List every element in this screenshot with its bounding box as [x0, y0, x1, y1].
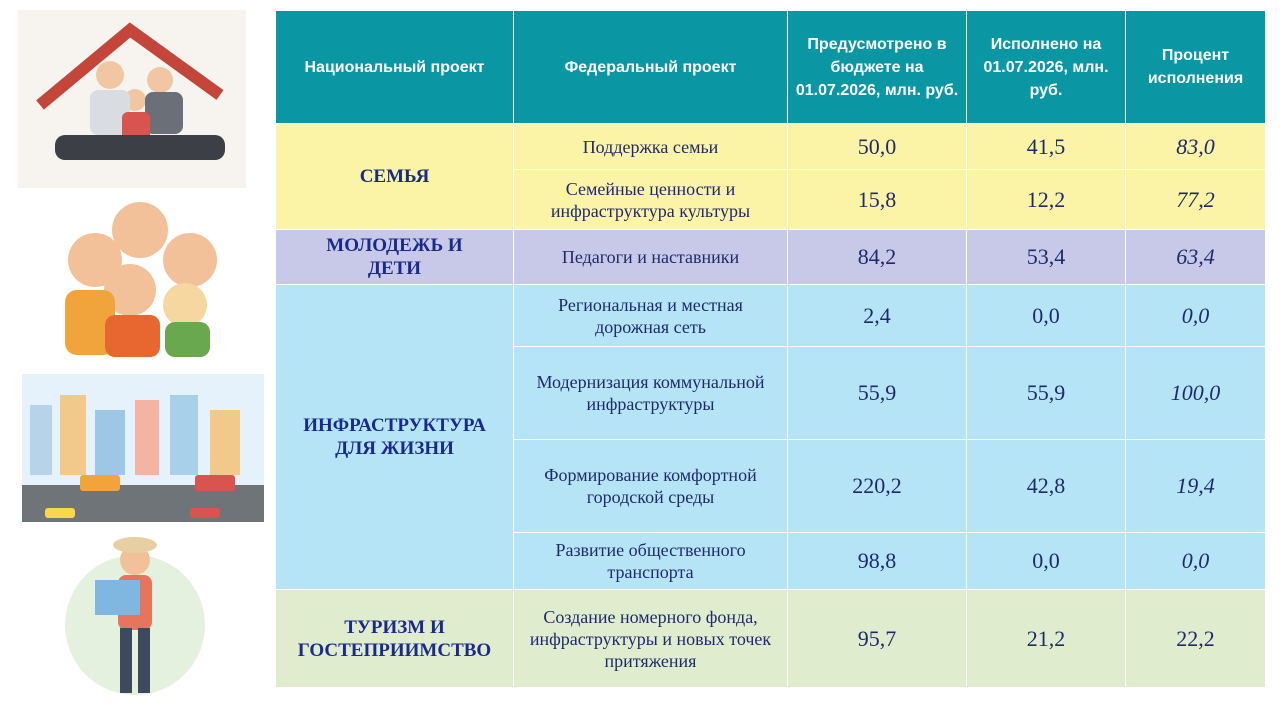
budget-planned: 2,4	[787, 284, 967, 347]
table-row: ТУРИЗМ И ГОСТЕПРИИМСТВО Создание номерног…	[275, 589, 1266, 688]
budget-executed: 41,5	[966, 123, 1126, 170]
column-header: Исполнено на 01.07.2026, млн. руб.	[966, 10, 1126, 124]
federal-project: Развитие общественного транспорта	[513, 532, 788, 590]
table-row: ИНФРАСТРУКТУРА ДЛЯ ЖИЗНИ Региональная и м…	[275, 284, 1266, 590]
execution-percent: 77,2	[1125, 169, 1266, 230]
national-project-name: ТУРИЗМ И ГОСТЕПРИИМСТВО	[297, 616, 492, 661]
national-project-name: МОЛОДЕЖЬ И ДЕТИ	[326, 235, 463, 279]
column-header: Процент исполнения	[1125, 10, 1266, 124]
budget-executed: 0,0	[966, 284, 1126, 347]
budget-planned: 95,7	[787, 589, 967, 688]
execution-percent: 0,0	[1125, 284, 1266, 347]
budget-executed: 42,8	[966, 439, 1126, 533]
execution-percent: 0,0	[1125, 532, 1266, 590]
national-project-name: ИНФРАСТРУКТУРА ДЛЯ ЖИЗНИ	[303, 415, 486, 459]
national-project: ИНФРАСТРУКТУРА ДЛЯ ЖИЗНИ	[275, 284, 514, 590]
national-project: МОЛОДЕЖЬ И ДЕТИ	[275, 229, 514, 285]
budget-planned: 98,8	[787, 532, 967, 590]
budget-planned: 84,2	[787, 229, 967, 285]
table-row: Модернизация коммунальной инфраструктуры…	[276, 346, 1266, 440]
execution-percent: 83,0	[1125, 123, 1266, 170]
budget-table: Национальный проект Федеральный проект Пре…	[275, 10, 1266, 688]
budget-planned: 15,8	[787, 169, 967, 230]
table-row: Развитие общественного транспорта 98,8 0,0…	[276, 532, 1266, 590]
table-row: СЕМЬЯ Поддержка семьи 50,0 41,5 83,0	[275, 123, 1266, 230]
budget-executed: 0,0	[966, 532, 1126, 590]
header-row: Национальный проект Федеральный проект Пре…	[275, 10, 1266, 124]
execution-percent: 19,4	[1125, 439, 1266, 533]
budget-executed: 12,2	[966, 169, 1126, 230]
city-illustration	[22, 374, 264, 522]
execution-percent: 22,2	[1125, 589, 1266, 688]
column-header: Федеральный проект	[513, 10, 788, 124]
table-row: Семейные ценности и инфраструктура культ…	[276, 169, 1266, 230]
tourist-illustration	[65, 537, 205, 695]
table-row: МОЛОДЕЖЬ И ДЕТИ Педагоги и наставники 84,2…	[275, 229, 1266, 285]
execution-percent: 100,0	[1125, 346, 1266, 440]
national-project: СЕМЬЯ	[275, 123, 514, 230]
federal-project: Региональная и местная дорожная сеть	[513, 284, 788, 347]
budget-executed: 21,2	[966, 589, 1126, 688]
federal-project: Модернизация коммунальной инфраструктуры	[513, 346, 788, 440]
federal-project: Поддержка семьи	[513, 123, 788, 170]
budget-executed: 55,9	[966, 346, 1126, 440]
budget-planned: 50,0	[787, 123, 967, 170]
budget-planned: 55,9	[787, 346, 967, 440]
federal-project: Формирование комфортной городской среды	[513, 439, 788, 533]
family-house-illustration	[18, 10, 246, 188]
column-header: Предусмотрено в бюджете на 01.07.2026, м…	[787, 10, 967, 124]
budget-planned: 220,2	[787, 439, 967, 533]
budget-executed: 53,4	[966, 229, 1126, 285]
federal-project: Педагоги и наставники	[513, 229, 788, 285]
federal-project: Семейные ценности и инфраструктура культ…	[513, 169, 788, 230]
federal-project: Создание номерного фонда, инфраструктуры…	[513, 589, 788, 688]
illustrations	[18, 10, 264, 695]
national-project-name: СЕМЬЯ	[359, 166, 430, 187]
column-header: Национальный проект	[275, 10, 514, 124]
execution-percent: 63,4	[1125, 229, 1266, 285]
children-illustration	[65, 202, 217, 357]
table-row: Формирование комфортной городской среды 2…	[276, 439, 1266, 533]
national-project: ТУРИЗМ И ГОСТЕПРИИМСТВО	[275, 589, 514, 688]
